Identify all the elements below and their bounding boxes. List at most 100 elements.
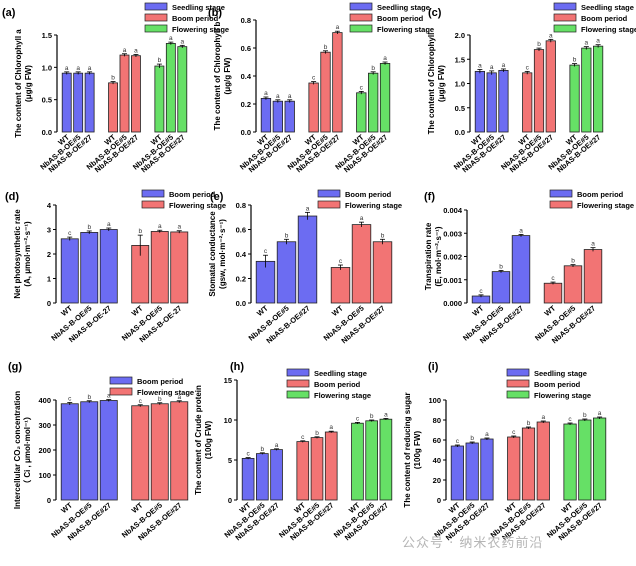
bar — [73, 72, 84, 133]
significance-letter: c — [512, 429, 516, 436]
bar — [465, 442, 479, 501]
y-tick-label: 0.4 — [236, 250, 247, 259]
bar — [99, 400, 118, 501]
legend-swatch — [286, 390, 310, 399]
legend-label: Boom period — [169, 190, 216, 199]
significance-letter: c — [68, 230, 72, 237]
legend-swatch — [144, 24, 168, 33]
legend-label: Flowering stage — [137, 388, 194, 397]
bar — [511, 235, 531, 304]
panel-label: (g) — [8, 361, 22, 373]
chart-panel-e: (e) 0.0 0.2 0.4 0.6 0.8 Stomatal conductance(g… — [208, 189, 402, 345]
bar — [563, 265, 583, 304]
y-axis-label-line: (μg/g FW) — [223, 57, 232, 94]
bar — [119, 54, 130, 133]
significance-letter: b — [158, 57, 162, 64]
significance-letter: c — [264, 248, 268, 255]
significance-letter: a — [76, 65, 80, 72]
legend-swatch — [506, 368, 530, 377]
significance-letter: a — [485, 431, 489, 438]
bar — [368, 72, 379, 133]
y-axis-label-line: Transpiration rate — [424, 222, 433, 290]
bar — [320, 51, 331, 133]
panel-label: (i) — [428, 361, 439, 373]
bar — [330, 267, 351, 304]
significance-letter: a — [490, 64, 494, 71]
significance-letter: b — [261, 446, 265, 453]
legend-label: Boom period — [577, 190, 624, 199]
y-tick-label: 0.002 — [443, 253, 462, 262]
bar — [60, 238, 79, 304]
y-tick-label: 0.5 — [42, 96, 52, 105]
chart-panel-h: (h) 0 5 10 15 The content of Crude protein(10… — [194, 361, 393, 542]
legend-label: Boom period — [345, 190, 392, 199]
bar — [356, 92, 367, 133]
y-tick-label: 1 — [47, 275, 51, 284]
significance-letter: a — [107, 393, 111, 400]
y-axis-label: Net photosynthetic rate(A, μmol·m⁻²·s⁻¹) — [13, 209, 32, 299]
bar — [536, 421, 550, 501]
significance-letter: a — [549, 32, 553, 39]
legend-label: Seedling stage — [581, 3, 634, 12]
bar — [297, 215, 318, 304]
significance-letter: b — [87, 394, 91, 401]
y-tick-label: 200 — [38, 446, 51, 455]
legend-label: Boom period — [534, 380, 581, 389]
y-axis-label: The content of Chlorophyll(μg/g FW) — [427, 33, 446, 135]
bar — [80, 232, 99, 304]
chart-panel-f: (f)0.0000.0010.0020.0030.004Transpiratio… — [424, 189, 634, 345]
bar — [310, 437, 324, 501]
significance-letter: a — [478, 62, 482, 69]
y-tick-label: 0 — [228, 496, 232, 505]
bar — [507, 436, 521, 501]
x-tick-label: WT — [471, 303, 486, 318]
significance-letter: a — [541, 414, 545, 421]
y-axis-label: Intercellular CO₂ concentration（ Ci , μm… — [13, 391, 32, 509]
y-tick-label: 1.0 — [455, 80, 465, 89]
y-axis-label-line: (gsw, mol·m⁻²·s⁻¹) — [218, 219, 227, 289]
y-tick-label: 0 — [47, 299, 51, 308]
y-axis-label-line: (100g FW) — [413, 431, 422, 470]
significance-letter: a — [177, 394, 181, 401]
legend-swatch — [109, 387, 133, 396]
bar — [308, 82, 319, 133]
legend-label: Seedling stage — [314, 369, 367, 378]
legend-swatch — [549, 189, 573, 198]
bar — [60, 403, 79, 501]
bar — [578, 419, 592, 501]
significance-letter: a — [107, 221, 111, 228]
y-tick-label: 0.004 — [443, 206, 463, 215]
y-axis-label-line: (μg/g FW) — [24, 65, 33, 102]
bar — [533, 49, 545, 133]
legend-swatch — [144, 2, 168, 11]
y-tick-label: 0.6 — [236, 226, 246, 235]
legend-swatch — [286, 379, 310, 388]
significance-letter: a — [65, 65, 69, 72]
bar — [351, 422, 364, 501]
bar — [332, 32, 343, 133]
panel-label: (b) — [208, 7, 222, 19]
panel-label: (h) — [230, 361, 244, 373]
significance-letter: c — [339, 258, 343, 265]
y-tick-label: 15 — [224, 376, 232, 385]
bar — [61, 72, 72, 133]
legend-swatch — [349, 13, 373, 22]
y-axis-label-line: Intercellular CO₂ concentration — [13, 391, 22, 509]
y-axis-label-line: (100g FW) — [204, 421, 213, 460]
panel-label: (d) — [5, 191, 19, 203]
significance-letter: c — [312, 75, 316, 82]
y-tick-label: 0.0 — [241, 128, 251, 137]
significance-letter: a — [383, 55, 387, 62]
y-axis-label: Transpiration rate(E, mol·m⁻²·s⁻¹) — [424, 222, 443, 290]
bar — [480, 438, 494, 501]
significance-letter: a — [336, 24, 340, 31]
chart-panel-i: (i) 0 20 40 60 80 100 The content of reducing s… — [403, 361, 607, 542]
legend-swatch — [141, 200, 165, 209]
legend-label: Flowering stage — [314, 391, 371, 400]
bar — [545, 40, 556, 133]
legend-swatch — [553, 13, 577, 22]
bar — [593, 417, 607, 501]
significance-letter: b — [324, 44, 328, 51]
y-tick-label: 3 — [47, 226, 51, 235]
